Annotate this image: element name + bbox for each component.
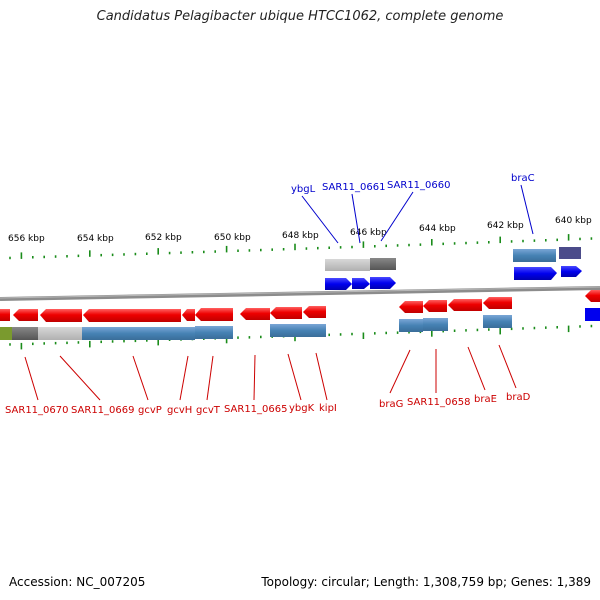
cds-bar-ybgK xyxy=(270,324,326,337)
cds-bar-sar11-0661 xyxy=(370,258,396,270)
gene-label-sar11-0669: SAR11_0669 xyxy=(71,405,135,416)
leader-ybgL xyxy=(301,195,339,244)
cds-bar-left-grey xyxy=(38,327,82,340)
gene-label-sar11-0670: SAR11_0670 xyxy=(5,405,69,416)
gene-label-braC: braC xyxy=(511,173,535,184)
scale-ticks-upper xyxy=(9,234,593,260)
scale-label-650: 650 kbp xyxy=(214,233,251,243)
cds-bar-sar11-0658 xyxy=(423,318,448,331)
scale-label-648: 648 kbp xyxy=(282,231,319,241)
gene-arrow-gcvT xyxy=(195,308,233,321)
map-title: Candidatus Pelagibacter ubique HTCC1062,… xyxy=(96,9,504,24)
cds-bar-left-olive xyxy=(0,327,12,340)
scale-label-654: 654 kbp xyxy=(77,234,114,244)
genome-summary-text: Topology: circular; Length: 1,308,759 bp… xyxy=(261,575,591,589)
scale-label-646: 646 kbp xyxy=(350,228,387,238)
leader-sar11-0665 xyxy=(253,354,256,401)
cds-bar-left-dark xyxy=(12,327,38,340)
leader-braG xyxy=(389,349,411,394)
gene-label-braE: braE xyxy=(474,394,497,405)
cds-bar-gcvP xyxy=(82,327,182,340)
accession-text: Accession: NC_007205 xyxy=(9,575,146,589)
gene-arrow-sar11-0661 xyxy=(352,278,370,289)
scale-label-644: 644 kbp xyxy=(419,224,456,234)
gene-arrow-sar11-0669-a xyxy=(13,309,38,321)
leader-sar11-0669 xyxy=(59,355,101,401)
leader-gcvP xyxy=(132,355,149,401)
gene-arrow-sar11-0658 xyxy=(423,300,447,312)
scale-label-640: 640 kbp xyxy=(555,216,592,226)
leader-kipI xyxy=(315,352,328,401)
leader-braE xyxy=(467,346,486,391)
gene-arrow-braE xyxy=(448,299,482,311)
gene-arrow-sar11-0660 xyxy=(370,277,396,289)
gene-label-sar11-0660: SAR11_0660 xyxy=(387,180,451,191)
gene-arrow-640 xyxy=(561,266,582,277)
cds-bar-gcvT xyxy=(195,326,233,339)
gene-label-sar11-0658: SAR11_0658 xyxy=(407,397,471,408)
gene-arrow-brac xyxy=(514,267,557,280)
leader-braD xyxy=(498,344,517,389)
leader-braC xyxy=(520,184,534,235)
leader-sar11-0661 xyxy=(351,193,361,244)
gene-arrow-sar11-0669 xyxy=(40,309,82,322)
leader-gcvH xyxy=(179,355,189,401)
gene-arrow-braG xyxy=(399,301,423,313)
cds-bar-braE xyxy=(483,315,512,328)
cds-bar-braG xyxy=(399,319,423,332)
cds-bar-right-edge xyxy=(585,308,600,321)
gene-label-gcvT: gcvT xyxy=(196,405,221,416)
gene-arrow-braD xyxy=(483,297,512,309)
gene-arrow-ybgL xyxy=(325,278,352,290)
gene-arrow-ybgK xyxy=(270,307,302,319)
scale-label-642: 642 kbp xyxy=(487,221,524,231)
gene-label-kipI: kipI xyxy=(319,403,337,414)
cds-bar-brac xyxy=(513,249,556,262)
leader-gcvT xyxy=(206,355,214,401)
gene-arrow-right-edge xyxy=(585,290,600,302)
gene-label-gcvP: gcvP xyxy=(138,405,162,416)
gene-label-ybgL: ybgL xyxy=(291,184,316,195)
gene-arrow-sar11-0665 xyxy=(240,308,270,320)
leader-sar11-0670 xyxy=(24,356,39,401)
gene-arrow-sar11-0670 xyxy=(0,309,10,321)
gene-arrow-gcvH xyxy=(182,309,195,321)
gene-label-gcvH: gcvH xyxy=(167,405,192,416)
gene-label-braG: braG xyxy=(379,399,403,410)
gene-label-sar11-0665: SAR11_0665 xyxy=(224,404,288,415)
gene-label-ybgK: ybgK xyxy=(289,403,315,414)
gene-label-sar11-0661: SAR11_0661 xyxy=(322,182,386,193)
gene-arrow-gcvP xyxy=(83,309,181,322)
leader-ybgK xyxy=(287,353,302,401)
cds-bar-640 xyxy=(559,247,581,259)
leader-sar11-0660 xyxy=(380,191,414,242)
gene-arrow-kipI xyxy=(303,306,326,318)
scale-label-652: 652 kbp xyxy=(145,233,182,243)
gene-label-braD: braD xyxy=(506,392,531,403)
cds-bar-gcvH xyxy=(182,327,195,340)
scale-label-656: 656 kbp xyxy=(8,234,45,244)
cds-bar-ybgL xyxy=(325,259,370,271)
genome-backbone xyxy=(0,286,600,301)
